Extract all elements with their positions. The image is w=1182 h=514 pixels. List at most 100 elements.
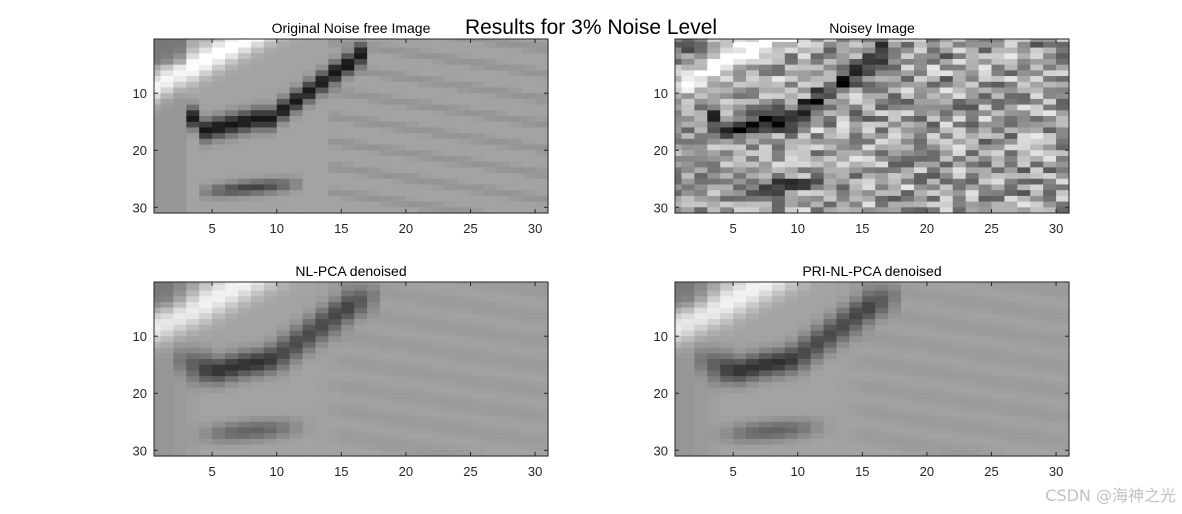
- pixel-cell: [154, 330, 162, 337]
- pixel-cell: [522, 167, 536, 174]
- pixel-cell: [444, 138, 459, 146]
- pixel-cell: [1056, 76, 1070, 83]
- pixel-cell: [746, 155, 760, 163]
- pixel-cell: [405, 190, 420, 197]
- pixel-cell: [720, 81, 734, 89]
- pixel-cell: [875, 427, 889, 434]
- pixel-cell: [720, 161, 734, 168]
- pixel-cell: [199, 313, 213, 320]
- pixel-cell: [888, 195, 902, 203]
- pixel-cell: [380, 353, 394, 360]
- pixel-cell: [418, 121, 433, 129]
- pixel-cell: [797, 421, 812, 429]
- pixel-cell: [380, 416, 394, 423]
- pixel-cell: [901, 319, 915, 326]
- pixel-cell: [810, 155, 825, 163]
- pixel-cell: [875, 167, 889, 174]
- pixel-cell: [991, 341, 1006, 349]
- pixel-cell: [302, 307, 317, 314]
- pixel-cell: [823, 53, 838, 60]
- pixel-cell: [212, 381, 226, 389]
- pixel-cell: [250, 70, 265, 77]
- pixel-cell: [522, 319, 536, 326]
- pixel-cell: [276, 138, 291, 146]
- pixel-cell: [496, 381, 510, 389]
- pixel-cell: [797, 319, 812, 326]
- pixel-cell: [836, 290, 850, 297]
- pixel-cell: [965, 341, 980, 349]
- pixel-cell: [771, 155, 786, 163]
- pixel-cell: [823, 138, 838, 146]
- pixel-cell: [875, 207, 889, 214]
- pixel-cell: [1056, 201, 1070, 208]
- pixel-cell: [212, 161, 226, 168]
- pixel-cell: [720, 450, 734, 457]
- pixel-cell: [939, 121, 954, 129]
- pixel-cell: [154, 284, 162, 292]
- pixel-cell: [341, 121, 355, 129]
- pixel-cell: [1030, 359, 1044, 366]
- pixel-cell: [862, 150, 876, 157]
- pixel-cell: [154, 41, 162, 49]
- pixel-cell: [1017, 207, 1031, 214]
- pixel-cell: [418, 313, 433, 320]
- pixel-cell: [771, 116, 786, 123]
- pixel-cell: [341, 416, 355, 423]
- pixel-cell: [888, 161, 902, 168]
- pixel-cell: [225, 421, 239, 429]
- pixel-cell: [694, 410, 708, 417]
- pixel-cell: [263, 433, 278, 440]
- pixel-cell: [173, 81, 187, 89]
- pixel-cell: [746, 319, 760, 326]
- pixel-cell: [522, 296, 536, 303]
- pixel-cell: [431, 121, 446, 129]
- pixel-cell: [913, 370, 928, 377]
- pixel-cell: [405, 347, 420, 354]
- pixel-cell: [810, 178, 825, 186]
- pixel-cell: [483, 319, 497, 326]
- pixel-cell: [225, 336, 239, 343]
- pixel-cell: [212, 41, 226, 49]
- pixel-cell: [289, 76, 304, 83]
- pixel-cell: [758, 116, 773, 123]
- pixel-cell: [913, 76, 928, 83]
- pixel-cell: [746, 64, 760, 71]
- pixel-cell: [952, 150, 967, 157]
- pixel-cell: [199, 39, 213, 43]
- pixel-cell: [354, 53, 368, 60]
- pixel-cell: [849, 201, 863, 208]
- pixel-cell: [952, 301, 967, 309]
- pixel-cell: [212, 47, 226, 54]
- pixel-cell: [302, 104, 317, 111]
- pixel-cell: [470, 438, 485, 446]
- pixel-cell: [758, 433, 773, 440]
- pixel-cell: [888, 150, 902, 157]
- pixel-cell: [1017, 138, 1031, 146]
- pixel-cell: [289, 155, 304, 163]
- pixel-cell: [1030, 404, 1044, 411]
- pixel-cell: [978, 144, 993, 151]
- pixel-cell: [212, 393, 226, 400]
- pixel-cell: [913, 347, 928, 354]
- pixel-cell: [797, 104, 812, 111]
- pixel-cell: [483, 359, 497, 366]
- pixel-cell: [315, 410, 329, 417]
- pixel-cell: [380, 301, 394, 309]
- pixel-cell: [978, 370, 993, 377]
- pixel-cell: [341, 319, 355, 326]
- pixel-cell: [1004, 438, 1018, 446]
- pixel-cell: [457, 393, 472, 400]
- pixel-cell: [913, 178, 928, 186]
- pixel-cell: [675, 127, 683, 134]
- pixel-cell: [483, 404, 497, 411]
- pixel-cell: [405, 290, 420, 297]
- pixel-cell: [875, 347, 889, 354]
- pixel-cell: [457, 444, 472, 451]
- pixel-cell: [810, 70, 825, 77]
- pixel-cell: [380, 39, 394, 43]
- pixel-cell: [991, 127, 1006, 134]
- pixel-cell: [263, 150, 278, 157]
- pixel-cell: [263, 93, 278, 100]
- pixel-cell: [926, 347, 941, 354]
- pixel-cell: [199, 438, 213, 446]
